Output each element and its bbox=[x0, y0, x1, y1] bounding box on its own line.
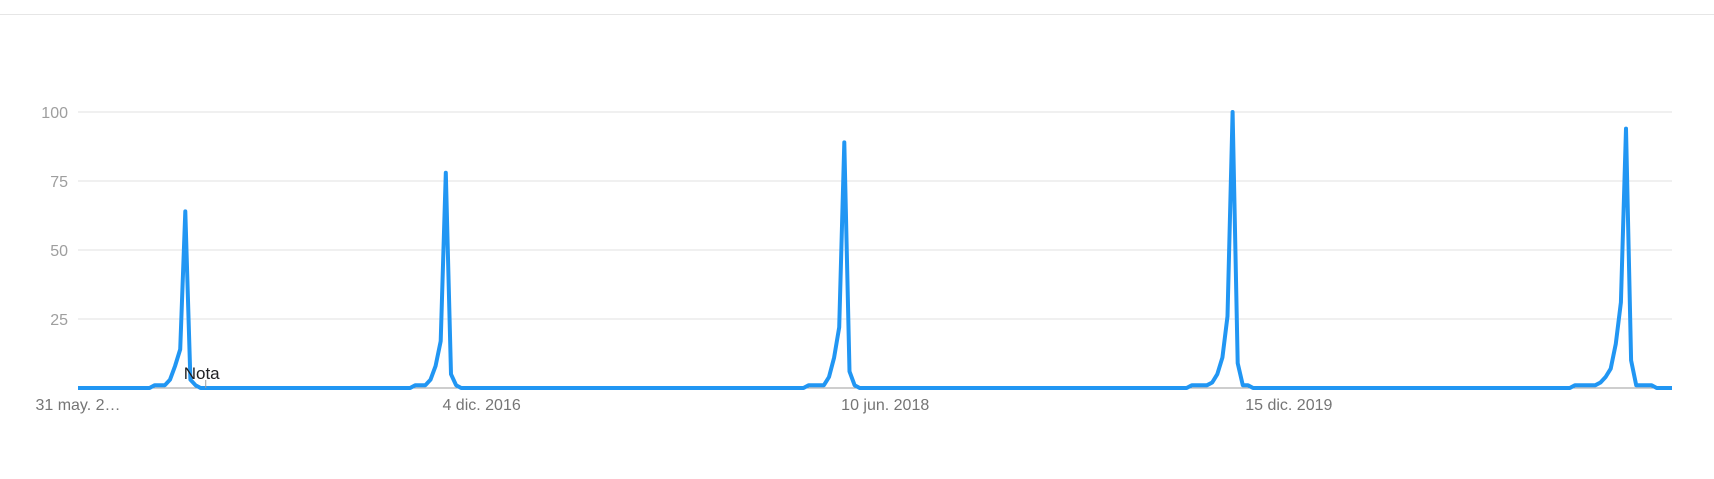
y-axis-ticks: 25 50 75 100 bbox=[41, 105, 68, 329]
annotation-layer[interactable]: Nota bbox=[184, 364, 220, 388]
y-tick-label-25: 25 bbox=[50, 312, 68, 329]
gridlines bbox=[78, 111, 1672, 389]
series-line-0 bbox=[78, 110, 1672, 390]
x-tick-label-1: 4 dic. 2016 bbox=[442, 397, 520, 414]
x-axis-ticks: 31 may. 2… 4 dic. 2016 10 jun. 2018 15 dic.… bbox=[35, 397, 1332, 414]
y-tick-label-75: 75 bbox=[50, 174, 68, 191]
annotation-label[interactable]: Nota bbox=[184, 364, 220, 383]
x-tick-label-3: 15 dic. 2019 bbox=[1245, 397, 1332, 414]
x-tick-label-2: 10 jun. 2018 bbox=[841, 397, 929, 414]
y-tick-label-50: 50 bbox=[50, 243, 68, 260]
series-layer bbox=[78, 110, 1672, 390]
top-divider bbox=[0, 14, 1714, 15]
x-tick-label-0: 31 may. 2… bbox=[35, 397, 120, 414]
y-tick-label-100: 100 bbox=[41, 105, 68, 122]
